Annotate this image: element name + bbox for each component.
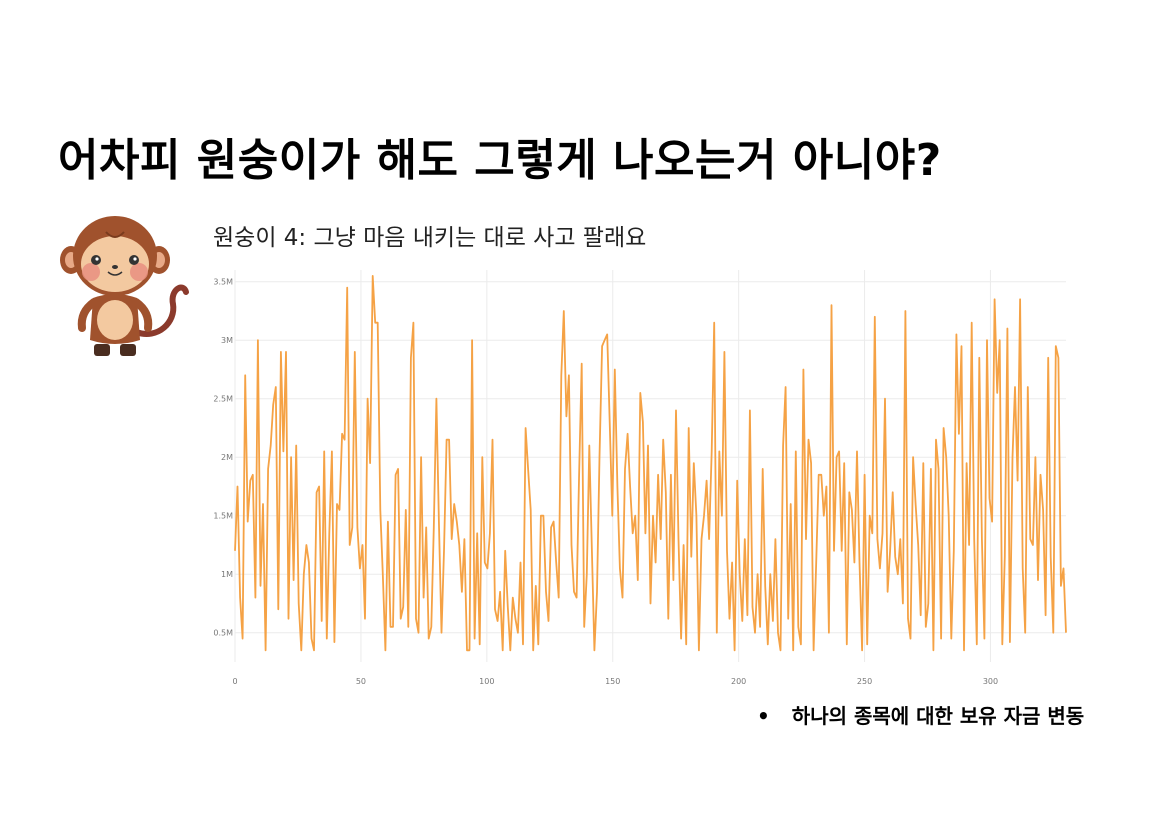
chart-title: 원숭이 4: 그냥 마음 내키는 대로 사고 팔래요 [213,225,647,251]
line-chart: 0.5M 1M 1.5M 2M 2.5M 3M 3.5M 0 50 100 150 200 250 300 [213,270,1067,686]
monkey-face [81,236,149,292]
monkey-arm-right [132,298,153,332]
y-tick-label: 0.5M [213,629,233,638]
monkey-foot-right [120,344,136,356]
bullet-marker: • [757,704,770,728]
y-tick-label: 3M [221,336,233,345]
y-tick-label: 3.5M [213,278,233,287]
slide-title: 어차피 원숭이가 해도 그렇게 나오는거 아니야? [58,135,942,186]
x-tick-label: 150 [605,677,620,686]
monkey-arm-left [77,298,98,332]
y-tick-label: 2M [221,453,233,462]
x-tick-label: 300 [983,677,998,686]
x-tick-label: 50 [356,677,366,686]
monkey-foot-left [94,344,110,356]
series-line [234,274,1067,652]
x-tick-label: 0 [232,677,237,686]
monkey-tail [133,284,189,337]
x-tick-label: 200 [731,677,746,686]
x-tick-label: 100 [479,677,494,686]
monkey-illustration [60,216,189,356]
x-tick-label: 250 [857,677,872,686]
bullet-item: • 하나의 종목에 대한 보유 자금 변동 [757,700,1084,729]
y-tick-label: 2.5M [213,395,233,404]
y-tick-label: 1M [221,570,233,579]
bullet-text: 하나의 종목에 대한 보유 자금 변동 [791,704,1085,728]
y-tick-label: 1.5M [213,512,233,521]
